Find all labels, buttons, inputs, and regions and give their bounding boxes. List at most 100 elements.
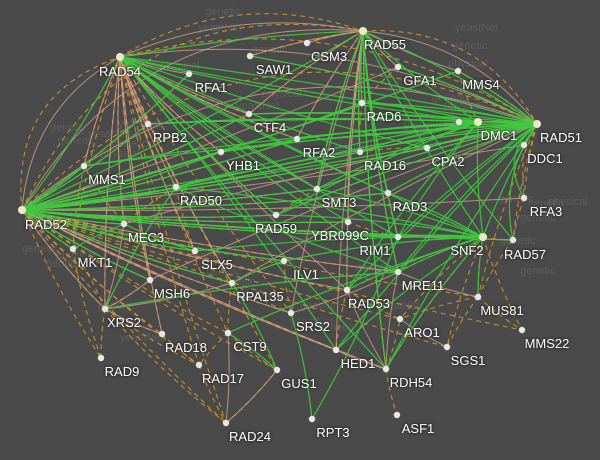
graph-node-dmc1[interactable] [474,118,482,126]
edge-orange [21,23,364,211]
edge-green [119,56,484,238]
edge-green [104,271,399,310]
edge-green [357,30,364,153]
graph-node-ybr099c[interactable] [344,218,352,226]
edge-salmon [362,30,538,125]
edge-orange [119,38,538,125]
edge-green [83,123,538,167]
edge-orange [21,209,523,331]
graph-node-slx5[interactable] [191,247,199,255]
graph-node-sgs1b[interactable] [455,118,463,126]
edge-green [316,30,364,190]
graph-node-gus1[interactable] [273,366,281,374]
graph-node-mms1[interactable] [80,162,88,170]
graph-node-saw1[interactable] [246,52,254,60]
edge-green [362,30,538,125]
graph-node-yhb1[interactable] [217,148,225,156]
graph-node-mus81[interactable] [474,293,482,301]
graph-node-ddc1[interactable] [520,141,528,149]
edge-green [362,30,479,123]
graph-node-rad3[interactable] [384,189,392,197]
graph-node-mec3[interactable] [120,220,128,228]
edge-orange [227,282,233,334]
graph-node-rfa1[interactable] [185,70,193,78]
edge-salmon [21,209,337,351]
edge-green [346,121,479,291]
edge-salmon [21,209,399,273]
edge-green [21,209,399,238]
edge-green [231,282,278,371]
graph-node-ilv1[interactable] [280,257,288,265]
edge-green [397,123,538,273]
graph-node-rim1[interactable] [394,233,402,241]
graph-node-rad53[interactable] [343,286,351,294]
edge-green [283,236,484,262]
graph-node-csm3[interactable] [303,39,311,47]
graph-node-rad54[interactable] [116,53,124,61]
edge-green [21,56,121,211]
edge-green [119,56,399,238]
edge-green [275,123,538,216]
edge-salmon [362,30,459,72]
edge-orange [21,209,479,298]
graph-node-mkt1[interactable] [69,245,77,253]
graph-node-rad9[interactable] [97,354,105,362]
edge-green [290,312,313,420]
graph-node-rfa3[interactable] [520,194,528,202]
graph-node-rpb2[interactable] [144,120,152,128]
graph-node-smt3[interactable] [313,185,321,193]
edge-green [175,186,484,238]
graph-node-srs2[interactable] [287,309,295,317]
graph-node-rpa135[interactable] [228,279,236,287]
graph-node-rad59[interactable] [272,211,280,219]
edge-salmon [225,369,278,424]
edge-salmon [225,332,230,424]
edge-salmon [21,56,121,211]
graph-node-mms22[interactable] [518,326,526,334]
graph-node-rad57[interactable] [509,236,517,244]
graph-node-sgs1[interactable] [443,343,451,351]
edge-orange [523,123,538,199]
graph-node-mre11[interactable] [394,268,402,276]
graph-node-rad50[interactable] [172,183,180,191]
edge-green [147,118,538,125]
graph-node-asf1[interactable] [393,411,401,419]
edge-green [119,56,479,123]
graph-node-rad6[interactable] [358,99,366,107]
graph-node-cpa2[interactable] [423,144,431,152]
edge-green [482,123,538,238]
edge-green [119,56,318,190]
edge-green [249,55,538,125]
graph-node-gfa1[interactable] [394,63,402,71]
graph-node-rad18[interactable] [158,330,166,338]
edge-green [72,223,125,250]
edge-orange [446,296,479,348]
graph-node-rad17[interactable] [195,361,203,369]
graph-node-rfa2[interactable] [293,135,301,143]
graph-node-msh6[interactable] [146,276,154,284]
graph-node-mms4[interactable] [454,67,462,75]
edge-orange [72,248,102,359]
graph-node-rad24[interactable] [222,419,230,427]
edge-green [275,214,484,238]
graph-node-ctf4[interactable] [245,110,253,118]
graph-node-rpt3[interactable] [308,415,316,423]
graph-node-aro1[interactable] [396,315,404,323]
edge-green [362,30,399,273]
edge-green [311,236,399,420]
graph-node-rdh54[interactable] [382,365,390,373]
edge-green [119,30,364,58]
node-dots-layer [18,27,541,427]
graph-node-rad51[interactable] [533,120,541,128]
graph-node-snf2[interactable] [479,233,487,241]
edge-orange [225,369,278,424]
graph-node-xrs2[interactable] [101,305,109,313]
edge-salmon [231,123,538,284]
graph-node-rad55[interactable] [359,27,367,35]
edge-orange [477,296,523,331]
graph-node-rad16[interactable] [356,148,364,156]
graph-node-rad52[interactable] [18,206,26,214]
graph-node-hed1[interactable] [332,346,340,354]
graph-node-cst9[interactable] [224,329,232,337]
